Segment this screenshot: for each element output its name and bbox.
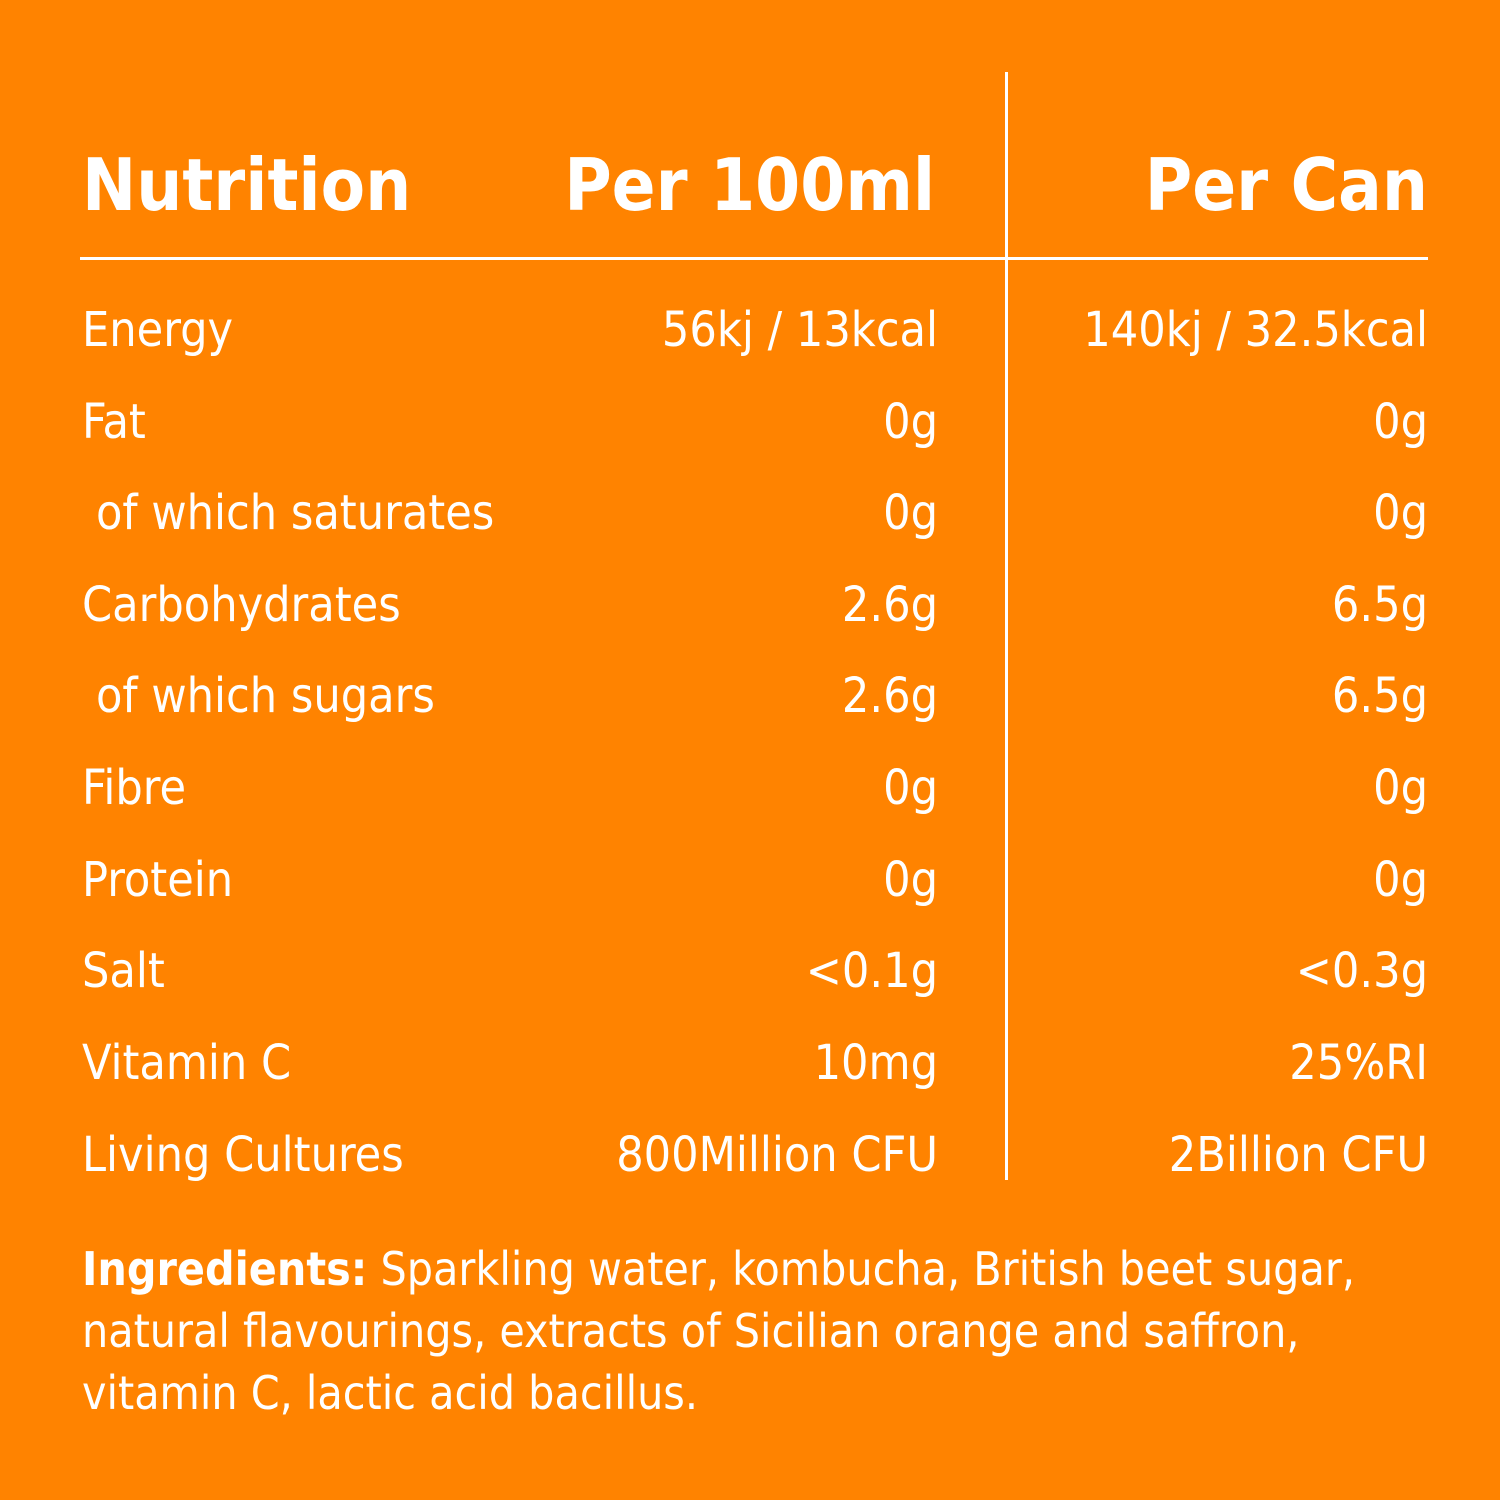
row-label: of which saturates xyxy=(96,485,495,541)
row-per-can: 140kj / 32.5kcal xyxy=(1083,302,1428,358)
row-per-100ml: 56kj / 13kcal xyxy=(661,302,938,358)
row-per-100ml: 0g xyxy=(883,852,938,908)
table-row-salt: Salt <0.1g <0.3g xyxy=(0,925,1500,1017)
row-per-can: 6.5g xyxy=(1331,577,1428,633)
row-per-can: 25%RI xyxy=(1289,1035,1428,1091)
row-per-can: 0g xyxy=(1373,760,1428,816)
row-per-100ml: 2.6g xyxy=(841,668,938,724)
row-label: Vitamin C xyxy=(82,1035,292,1091)
header-nutrition: Nutrition xyxy=(82,143,412,227)
row-per-100ml: 800Million CFU xyxy=(616,1127,938,1183)
table-row-fat: Fat 0g 0g xyxy=(0,376,1500,468)
row-per-100ml: 2.6g xyxy=(841,577,938,633)
row-per-100ml: 0g xyxy=(883,394,938,450)
table-row-sugars: of which sugars 2.6g 6.5g xyxy=(0,650,1500,742)
row-per-can: <0.3g xyxy=(1295,943,1428,999)
table-row-carbohydrates: Carbohydrates 2.6g 6.5g xyxy=(0,559,1500,651)
table-row-protein: Protein 0g 0g xyxy=(0,834,1500,926)
row-per-100ml: 10mg xyxy=(813,1035,938,1091)
row-per-can: 0g xyxy=(1373,485,1428,541)
row-per-can: 2Billion CFU xyxy=(1168,1127,1428,1183)
table-row-energy: Energy 56kj / 13kcal 140kj / 32.5kcal xyxy=(0,284,1500,376)
row-label: Carbohydrates xyxy=(82,577,401,633)
row-label: Energy xyxy=(82,302,234,358)
row-per-100ml: <0.1g xyxy=(805,943,938,999)
row-per-100ml: 0g xyxy=(883,760,938,816)
row-label: Living Cultures xyxy=(82,1127,404,1183)
column-divider xyxy=(1005,72,1008,1180)
row-per-100ml: 0g xyxy=(883,485,938,541)
row-label: of which sugars xyxy=(96,668,435,724)
row-per-can: 0g xyxy=(1373,394,1428,450)
ingredients-block: Ingredients: Sparkling water, kombucha, … xyxy=(82,1238,1442,1424)
table-row-fibre: Fibre 0g 0g xyxy=(0,742,1500,834)
header-per-can: Per Can xyxy=(1144,143,1428,227)
row-label: Fat xyxy=(82,394,146,450)
row-label: Fibre xyxy=(82,760,187,816)
table-row-living-cultures: Living Cultures 800Million CFU 2Billion … xyxy=(0,1109,1500,1201)
row-label: Salt xyxy=(82,943,165,999)
row-label: Protein xyxy=(82,852,234,908)
header-per-100ml: Per 100ml xyxy=(564,143,935,227)
header-divider xyxy=(80,257,1428,260)
row-per-can: 0g xyxy=(1373,852,1428,908)
table-row-saturates: of which saturates 0g 0g xyxy=(0,467,1500,559)
ingredients-text: Sparkling water, kombucha, British beet … xyxy=(82,1242,1355,1420)
table-row-vitamin-c: Vitamin C 10mg 25%RI xyxy=(0,1017,1500,1109)
row-per-can: 6.5g xyxy=(1331,668,1428,724)
ingredients-label: Ingredients: xyxy=(82,1242,368,1296)
